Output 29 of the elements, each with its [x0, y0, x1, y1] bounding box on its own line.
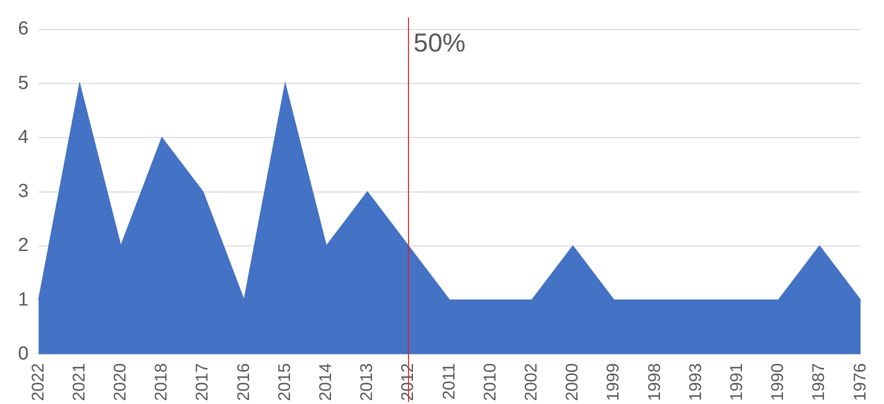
y-tick-label: 1 — [18, 289, 29, 310]
x-tick-label: 1991 — [726, 363, 746, 402]
x-tick-label: 2016 — [234, 363, 253, 402]
ref-line-label: 50% — [413, 28, 466, 58]
x-tick-label: 2000 — [562, 363, 582, 402]
x-tick-label: 2017 — [192, 363, 212, 402]
x-tick-label: 1987 — [809, 363, 828, 402]
x-tick-label: 2018 — [152, 363, 171, 402]
y-tick-label: 2 — [18, 235, 29, 256]
x-tick-label: 1976 — [850, 363, 870, 402]
x-tick-label: 2010 — [480, 363, 500, 402]
x-tick-label: 1998 — [644, 363, 664, 402]
y-tick-label: 0 — [18, 343, 29, 364]
x-tick-label: 2013 — [357, 363, 376, 402]
y-tick-label: 3 — [18, 181, 29, 202]
y-tick-label: 5 — [18, 72, 29, 94]
x-tick-label: 1999 — [604, 363, 623, 402]
x-tick-label: 2021 — [69, 363, 88, 402]
x-tick-label: 2012 — [398, 363, 418, 402]
x-tick-label: 2014 — [316, 363, 335, 402]
y-tick-label: 6 — [18, 18, 29, 40]
x-tick-label: 2002 — [521, 363, 540, 402]
x-tick-label: 1990 — [768, 363, 788, 402]
y-tick-label: 4 — [18, 126, 29, 148]
x-tick-label: 2011 — [439, 363, 458, 400]
x-tick-label: 1993 — [686, 363, 705, 402]
x-tick-label: 2022 — [28, 363, 48, 402]
x-tick-label: 2020 — [110, 363, 130, 402]
x-tick-label: 2015 — [274, 363, 294, 402]
